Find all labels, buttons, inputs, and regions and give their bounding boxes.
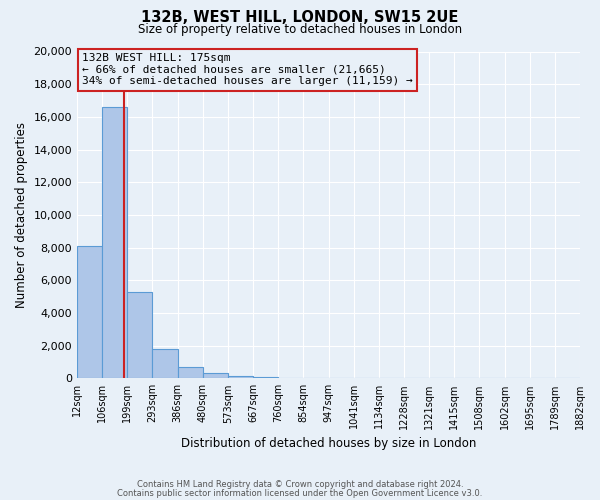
Text: 132B, WEST HILL, LONDON, SW15 2UE: 132B, WEST HILL, LONDON, SW15 2UE xyxy=(142,10,458,25)
Text: Size of property relative to detached houses in London: Size of property relative to detached ho… xyxy=(138,22,462,36)
Bar xyxy=(77,246,102,378)
Bar xyxy=(178,367,203,378)
Y-axis label: Number of detached properties: Number of detached properties xyxy=(15,122,28,308)
Bar xyxy=(253,376,278,378)
Bar xyxy=(228,376,253,378)
Bar xyxy=(152,349,178,378)
Bar xyxy=(102,107,127,378)
Text: Contains public sector information licensed under the Open Government Licence v3: Contains public sector information licen… xyxy=(118,488,482,498)
Bar xyxy=(127,292,152,378)
Text: Contains HM Land Registry data © Crown copyright and database right 2024.: Contains HM Land Registry data © Crown c… xyxy=(137,480,463,489)
Text: 132B WEST HILL: 175sqm
← 66% of detached houses are smaller (21,665)
34% of semi: 132B WEST HILL: 175sqm ← 66% of detached… xyxy=(82,53,413,86)
X-axis label: Distribution of detached houses by size in London: Distribution of detached houses by size … xyxy=(181,437,476,450)
Bar xyxy=(203,374,228,378)
